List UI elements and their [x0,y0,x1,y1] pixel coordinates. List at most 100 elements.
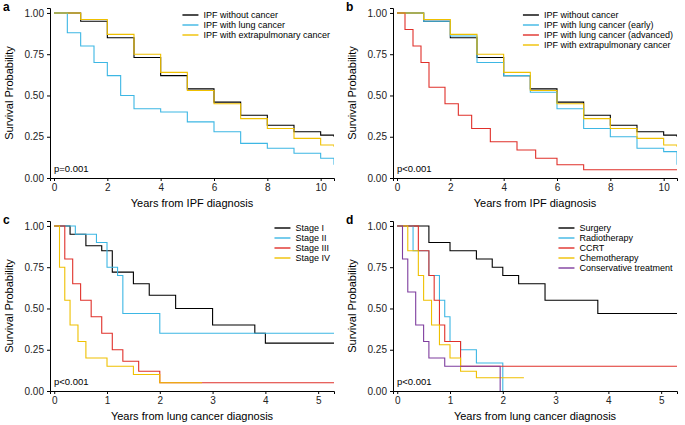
legend-label: IPF with extrapulmonary cancer [544,40,671,50]
legend-label: Surgery [579,223,611,233]
plot-area: 0123450.000.250.500.751.00p<0.001Stage I… [25,221,335,406]
y-tick-mark [47,308,50,309]
y-tick-mark [47,178,50,179]
x-tick-mark [54,391,55,394]
y-tick-mark [390,267,393,268]
x-tick: 0 [395,178,401,193]
y-tick: 0.25 [368,131,393,142]
legend-swatch [182,14,198,15]
legend-swatch [182,24,198,25]
y-tick: 1.00 [368,221,393,232]
x-tick: 0 [52,178,58,193]
y-tick-label: 0.50 [25,90,45,101]
x-tick-mark [397,178,398,181]
x-tick: 4 [606,391,612,406]
legend-swatch [274,227,290,228]
x-tick: 8 [265,178,271,193]
y-tick: 0.25 [25,131,50,142]
y-tick: 0.50 [368,90,393,101]
y-tick: 1.00 [25,221,50,232]
survival-curve [54,226,334,343]
y-tick-label: 0.25 [25,131,45,142]
x-tick-mark [608,391,609,394]
x-tick-mark [54,178,55,181]
panel-label: a [3,0,10,14]
y-tick: 0.00 [368,386,393,397]
x-tick: 3 [553,391,559,406]
marks [397,226,677,391]
y-tick-mark [47,267,50,268]
p-value: p<0.001 [54,376,89,387]
y-tick-mark [390,391,393,392]
y-tick-label: 0.75 [25,262,45,273]
x-axis-title: Years from IPF diagnosis [131,197,254,209]
y-tick-label: 1.00 [25,221,45,232]
y-tick-mark [47,13,50,14]
y-tick: 0.00 [368,173,393,184]
x-tick-mark [265,391,266,394]
y-tick: 0.00 [25,386,50,397]
x-tick-mark [107,178,108,181]
x-axis: 012345 [394,391,678,406]
panel: 02468100.000.250.500.751.00p=0.001IPF wi… [3,0,335,209]
plot-area: 02468100.000.250.500.751.00p=0.001IPF wi… [25,8,335,193]
x-tick-mark [557,178,558,181]
x-tick: 10 [316,178,328,193]
x-tick: 2 [158,391,164,406]
survival-curve [54,226,202,383]
x-tick-mark [107,391,108,394]
y-tick: 0.25 [25,344,50,355]
legend: IPF without cancerIPF with lung cancer (… [523,10,673,50]
y-tick-label: 0.00 [368,386,388,397]
x-tick-label: 4 [606,395,612,406]
legend-item: Radiotherapy [558,233,633,243]
x-tick: 2 [105,178,111,193]
legend-item: IPF with lung cancer (early) [523,20,654,30]
legend-label: IPF without cancer [203,10,278,20]
x-tick: 0 [395,391,401,406]
x-axis-line [394,392,678,395]
y-axis-title: Survival Probability [3,259,15,353]
y-tick: 0.75 [368,262,393,273]
x-tick-label: 4 [501,182,507,193]
legend-item: Conservative treatment [558,263,673,273]
survival-curve [397,13,677,165]
x-tick-mark [556,391,557,394]
survival-curve [54,13,334,147]
legend-item: Surgery [558,223,611,233]
legend-item: IPF with extrapulmonary cancer [523,40,671,50]
x-tick: 4 [158,178,164,193]
legend-swatch [558,267,574,268]
y-tick-mark [390,226,393,227]
legend-label: Stage II [295,233,326,243]
x-tick: 1 [105,391,111,406]
legend-item: Chemotherapy [558,253,639,263]
x-tick-mark [321,178,322,181]
legend-swatch [274,237,290,238]
x-tick-mark [610,178,611,181]
y-tick: 0.50 [368,303,393,314]
x-tick: 4 [501,178,507,193]
x-tick-label: 0 [395,395,401,406]
y-tick: 1.00 [368,8,393,19]
y-axis: 0.000.250.500.751.00 [368,221,394,397]
x-tick-label: 1 [448,395,454,406]
x-tick-label: 10 [659,182,671,193]
x-tick: 8 [608,178,614,193]
legend-item: IPF with lung cancer (advanced) [523,30,673,40]
y-tick: 0.75 [25,49,50,60]
legend-item: IPF without cancer [182,10,278,20]
x-axis: 0246810 [394,178,678,193]
y-axis-line [390,222,394,392]
y-tick: 0.75 [25,262,50,273]
legend-label: IPF with lung cancer (early) [544,20,654,30]
y-axis-title: Survival Probability [3,46,15,140]
x-tick-label: 8 [608,182,614,193]
legend-label: Stage IV [295,253,330,263]
x-tick-label: 1 [105,395,111,406]
x-axis-title: Years from lung cancer diagnosis [111,410,274,422]
y-tick-mark [47,137,50,138]
x-tick-mark [214,178,215,181]
legend-swatch [523,34,539,35]
legend-item: Stage III [274,243,329,253]
